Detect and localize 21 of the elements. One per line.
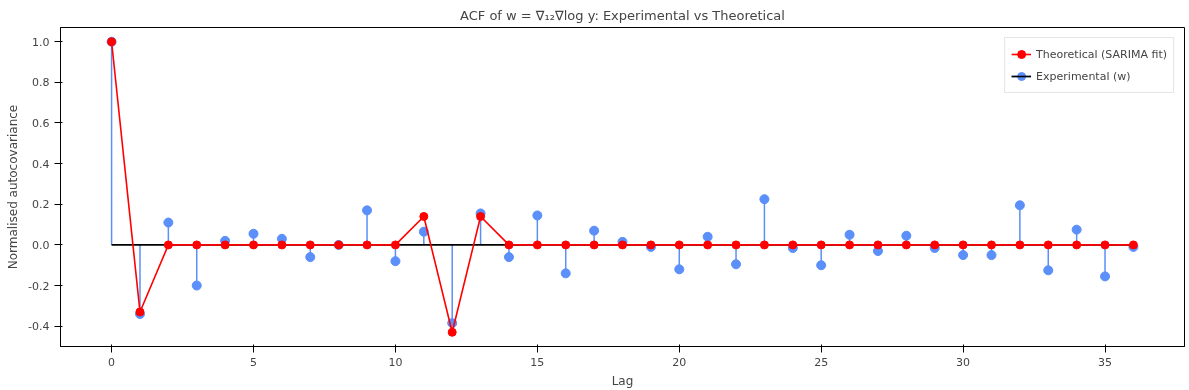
x-tick-label: 15 [530,355,545,369]
x-tick-label: 25 [814,355,829,369]
y-tick-label: -0.2 [28,279,50,293]
legend-label: Experimental (w) [1036,69,1131,83]
y-tick-label: 0.8 [32,76,50,90]
y-tick-label: 0.0 [32,238,50,252]
legend-label: Theoretical (SARIMA fit) [1036,47,1167,61]
y-tick-label: 0.2 [32,198,50,212]
x-axis-title: Lag [611,373,634,388]
x-tick-label: 30 [956,355,971,369]
y-tick-label: -0.4 [28,320,50,334]
y-tick-label: 0.4 [32,157,50,171]
x-tick-label: 10 [388,355,403,369]
x-tick-label: 20 [672,355,687,369]
x-tick-label: 35 [1098,355,1113,369]
x-tick-label: 0 [108,355,116,369]
y-tick-label: 0.6 [32,117,50,130]
y-axis-title: Normalised autocovariance [6,104,21,270]
y-tick-label: 1.0 [32,35,50,49]
x-tick-label: 5 [250,355,258,369]
chart-title: ACF of w = ∇₁₂∇log y: Experimental vs Theoretical [460,7,785,23]
